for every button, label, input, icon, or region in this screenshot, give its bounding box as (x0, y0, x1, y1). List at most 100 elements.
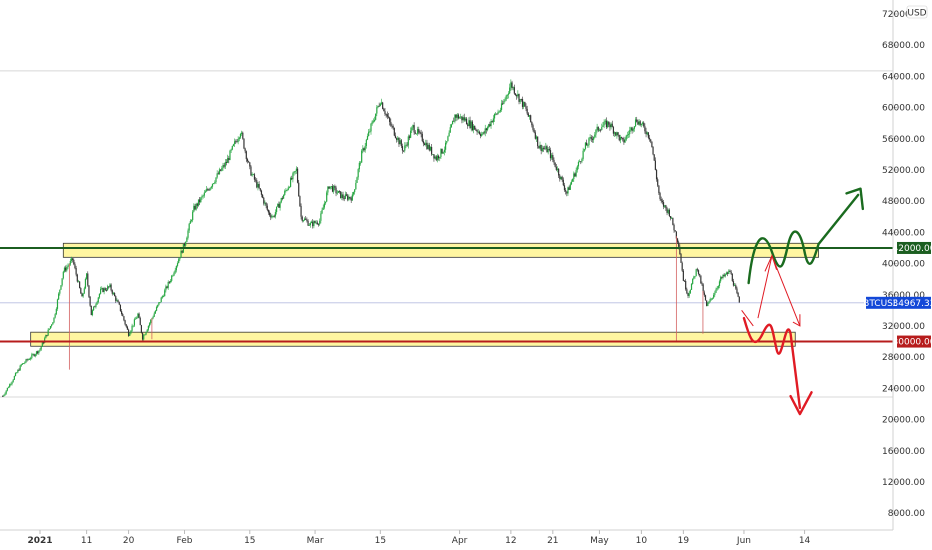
y-tick-label-16: 72000.00 (882, 10, 925, 20)
candle-212 (249, 162, 251, 170)
candle-14 (18, 368, 20, 371)
candle-391 (457, 113, 460, 120)
candle-559 (653, 154, 655, 161)
candle-422 (493, 113, 496, 123)
candle-364 (426, 139, 428, 151)
candle-542 (633, 126, 636, 132)
candle-333 (390, 118, 392, 127)
candle-285 (334, 184, 336, 191)
candle-604 (706, 300, 708, 307)
candle-562 (657, 177, 659, 188)
candle-127 (150, 319, 152, 325)
candle-6 (9, 383, 11, 388)
candle-163 (192, 209, 194, 223)
candle-400 (468, 117, 470, 127)
candle-1 (3, 394, 5, 397)
candle-20 (25, 358, 27, 364)
candle-463 (541, 145, 543, 153)
candle-278 (326, 190, 328, 203)
y-tick-label-10: 48000.00 (882, 197, 925, 207)
candle-347 (406, 142, 408, 147)
candle-399 (467, 122, 469, 129)
candle-512 (598, 128, 601, 132)
candle-443 (518, 93, 520, 105)
candle-52 (62, 270, 64, 280)
candle-167 (196, 202, 198, 209)
candle-114 (134, 316, 137, 320)
candle-471 (551, 153, 553, 160)
candle-541 (632, 127, 634, 133)
zone-rect-1[interactable] (30, 331, 796, 347)
candle-398 (465, 117, 468, 125)
y-tick-label-7: 36000.00 (882, 291, 925, 301)
candle-574 (671, 216, 673, 219)
candle-332 (389, 116, 391, 126)
candle-102 (120, 309, 123, 316)
candle-269 (315, 220, 317, 225)
candle-576 (673, 223, 675, 233)
candle-153 (180, 248, 182, 258)
candle-47 (56, 298, 59, 311)
candle-573 (669, 216, 672, 221)
zone-rect-0[interactable] (62, 242, 819, 258)
candle-73 (87, 271, 89, 287)
candle-105 (124, 319, 126, 326)
candle-89 (105, 287, 108, 292)
price-axis[interactable]: 8000.00 12000.00 16000.00 20000.00 24000.00 2… (882, 0, 932, 530)
candle-365 (427, 142, 429, 150)
candle-537 (627, 130, 630, 138)
candle-103 (122, 312, 124, 317)
candle-593 (693, 275, 695, 280)
time-axis[interactable]: 2021 11 20 Feb 15 Mar 15 Apr 12 21 May 10 19 Jun 14 (0, 529, 932, 550)
y-tick-label-9: 44000.00 (882, 228, 925, 238)
candle-263 (308, 223, 310, 226)
candle-251 (294, 170, 296, 175)
candle-296 (347, 193, 349, 202)
candle-570 (666, 206, 668, 216)
candle-483 (565, 187, 567, 195)
candle-219 (257, 182, 259, 191)
candle-200 (235, 139, 237, 144)
candle-572 (668, 208, 670, 217)
candle-325 (380, 98, 383, 105)
candle-596 (696, 267, 698, 272)
candle-130 (153, 311, 155, 318)
candle-54 (65, 265, 67, 273)
candle-618 (722, 274, 724, 280)
candle-292 (342, 191, 344, 201)
candle-429 (502, 100, 504, 106)
bearish-arrowhead (789, 391, 813, 416)
candle-366 (428, 142, 430, 152)
candle-117 (138, 312, 140, 319)
candle-462 (540, 144, 542, 155)
candle-451 (527, 112, 529, 117)
x-tick-label-10: May (590, 536, 609, 546)
candle-218 (256, 177, 258, 189)
candle-234 (274, 209, 277, 219)
candle-467 (546, 144, 548, 153)
candle-598 (699, 273, 701, 278)
candle-180 (211, 183, 214, 189)
candle-189 (222, 162, 224, 171)
candle-210 (246, 157, 249, 164)
candle-94 (111, 289, 113, 296)
candle-523 (611, 120, 613, 128)
candle-59 (70, 256, 73, 264)
candle-216 (253, 172, 256, 183)
candle-473 (553, 157, 555, 165)
candle-452 (528, 115, 531, 120)
candle-217 (255, 177, 257, 183)
candle-275 (322, 204, 324, 210)
candle-123 (145, 331, 147, 336)
candle-329 (385, 113, 387, 118)
candle-334 (391, 123, 393, 129)
candle-174 (204, 189, 207, 193)
candle-199 (234, 138, 236, 148)
candle-11 (14, 372, 17, 377)
candle-190 (223, 162, 225, 169)
candle-254 (298, 179, 300, 197)
candle-479 (560, 176, 562, 181)
candle-154 (181, 250, 183, 254)
candle-257 (301, 215, 303, 223)
